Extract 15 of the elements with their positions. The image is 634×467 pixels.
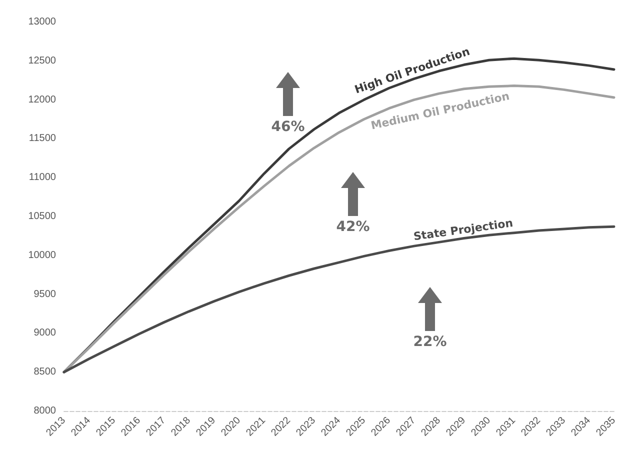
annotation: 22% — [412, 334, 448, 350]
annotation: 42% — [335, 219, 371, 235]
y-tick-label: 13000 — [28, 16, 56, 28]
y-tick-label: 12500 — [28, 55, 56, 66]
y-tick-label: 9500 — [34, 288, 56, 300]
y-tick-label: 10500 — [28, 211, 56, 222]
annotation: 46% — [270, 119, 306, 135]
y-tick-label: 10000 — [28, 250, 56, 261]
y-tick-label: 8000 — [34, 406, 56, 416]
y-tick-label: 11000 — [28, 172, 56, 184]
y-tick-label: 8500 — [34, 366, 56, 378]
text: State Projection — [412, 216, 514, 244]
y-tick-label: 11500 — [28, 133, 56, 144]
y-tick-label: 9000 — [34, 328, 56, 339]
y-tick-label: 12000 — [28, 94, 56, 106]
